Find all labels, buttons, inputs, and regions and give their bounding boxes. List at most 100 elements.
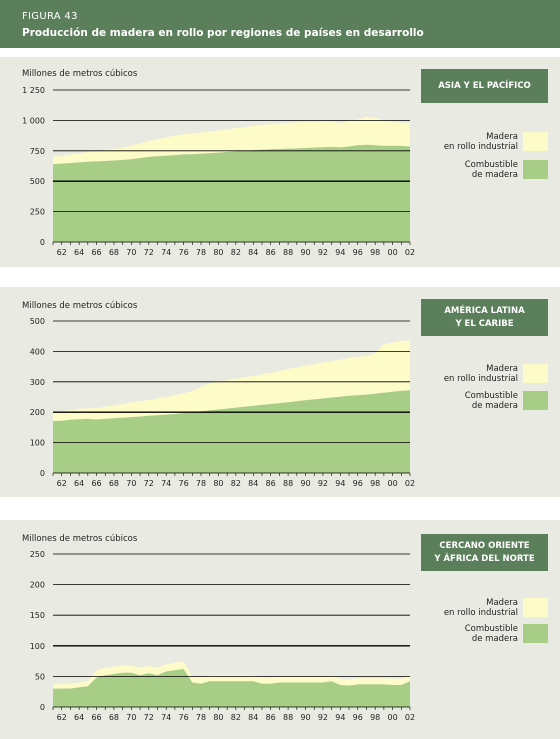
y-tick-label: 200 (30, 408, 45, 417)
chart-panel-asia: Millones de metros cúbicos 0 250 500 750 1 00… (0, 57, 560, 267)
y-tick-label: 150 (30, 611, 45, 620)
x-tick-label: 86 (266, 479, 276, 488)
x-tick-label: 80 (213, 479, 223, 488)
region-label-near-east: CERCANO ORIENTE Y ÁFRICA DEL NORTE (421, 534, 548, 571)
x-tick-label: 90 (300, 479, 310, 488)
x-tick-label: 02 (405, 248, 415, 257)
y-tick-label: 500 (30, 177, 45, 186)
legend-swatch-industrial (523, 364, 548, 383)
x-tick-label: 84 (248, 479, 258, 488)
x-tick-label: 70 (126, 248, 136, 257)
y-tick-label: 400 (30, 347, 45, 356)
x-tick-label: 94 (335, 479, 345, 488)
y-tick-label: 1 250 (22, 86, 45, 95)
x-tick-label: 90 (300, 248, 310, 257)
series-area-industrial (53, 340, 410, 422)
y-tick-label: 200 (30, 581, 45, 590)
x-tick-label: 64 (74, 713, 84, 722)
figure-header: FIGURA 43 Producción de madera en rollo … (0, 0, 560, 48)
x-tick-label: 78 (196, 248, 206, 257)
y-tick-label: 0 (40, 703, 45, 712)
y-tick-label: 1 000 (22, 116, 45, 125)
x-tick-label: 98 (370, 248, 380, 257)
x-tick-label: 76 (179, 479, 189, 488)
y-tick-label: 300 (30, 378, 45, 387)
x-tick-label: 94 (335, 713, 345, 722)
figure-label: FIGURA 43 (22, 11, 78, 22)
x-tick-label: 64 (74, 248, 84, 257)
x-tick-label: 02 (405, 713, 415, 722)
x-tick-label: 68 (109, 248, 119, 257)
x-tick-label: 98 (370, 713, 380, 722)
x-tick-label: 00 (387, 713, 397, 722)
region-label-latin-america: AMÉRICA LATINA Y EL CARIBE (421, 299, 548, 336)
x-tick-label: 82 (231, 248, 241, 257)
chart-near-east: Millones de metros cúbicos 0 50 100 150 200 25… (22, 534, 415, 722)
x-tick-label: 70 (126, 713, 136, 722)
x-tick-label: 80 (213, 248, 223, 257)
x-tick-label: 82 (231, 713, 241, 722)
x-tick-label: 98 (370, 479, 380, 488)
series-area-industrial (53, 661, 410, 689)
chart-panel-near-east: Millones de metros cúbicos 0 50 100 150 200 25… (0, 520, 560, 739)
legend-label-fuel: Combustible de madera (464, 624, 518, 644)
x-tick-label: 96 (353, 479, 363, 488)
y-axis-unit-label: Millones de metros cúbicos (22, 534, 138, 544)
legend-swatch-fuel (523, 624, 548, 643)
x-tick-label: 72 (144, 479, 154, 488)
y-tick-label: 250 (30, 208, 45, 217)
y-tick-label: 500 (30, 317, 45, 326)
y-axis-unit-label: Millones de metros cúbicos (22, 69, 138, 79)
legend-swatch-industrial (523, 598, 548, 617)
x-tick-label: 74 (161, 713, 171, 722)
y-tick-label: 0 (40, 469, 45, 478)
legend-swatch-fuel (523, 391, 548, 410)
x-tick-label: 92 (318, 479, 328, 488)
y-tick-label: 250 (30, 550, 45, 559)
x-tick-label: 80 (213, 713, 223, 722)
x-tick-label: 92 (318, 248, 328, 257)
x-tick-label: 78 (196, 479, 206, 488)
x-tick-label: 62 (57, 713, 67, 722)
legend-label-industrial: Madera en rollo industrial (443, 132, 518, 152)
x-tick-label: 62 (57, 479, 67, 488)
y-tick-label: 750 (30, 147, 45, 156)
x-tick-label: 96 (353, 713, 363, 722)
chart-panel-latin-america: Millones de metros cúbicos 0 100 200 300 400 5… (0, 287, 560, 497)
x-tick-label: 02 (405, 479, 415, 488)
y-tick-label: 100 (30, 642, 45, 651)
x-tick-label: 68 (109, 479, 119, 488)
x-tick-label: 68 (109, 713, 119, 722)
x-tick-label: 84 (248, 248, 258, 257)
legend-label-industrial: Madera en rollo industrial (443, 364, 518, 384)
x-tick-label: 66 (91, 713, 101, 722)
legend-swatch-industrial (523, 132, 548, 151)
legend-label-fuel: Combustible de madera (464, 160, 518, 180)
x-tick-label: 72 (144, 713, 154, 722)
x-tick-label: 76 (179, 248, 189, 257)
x-tick-label: 00 (387, 248, 397, 257)
x-tick-label: 72 (144, 248, 154, 257)
figure-title: Producción de madera en rollo por region… (22, 27, 424, 39)
x-tick-label: 92 (318, 713, 328, 722)
chart-latin-america: Millones de metros cúbicos 0 100 200 300 400 5… (22, 301, 415, 488)
x-tick-label: 90 (300, 713, 310, 722)
x-tick-label: 86 (266, 248, 276, 257)
region-label-asia: ASIA Y EL PACÍFICO (421, 69, 548, 103)
legend-swatch-fuel (523, 160, 548, 179)
series-area-industrial (53, 116, 410, 165)
y-axis-unit-label: Millones de metros cúbicos (22, 301, 138, 311)
legend-label-industrial: Madera en rollo industrial (443, 598, 518, 618)
x-tick-label: 74 (161, 479, 171, 488)
x-tick-label: 74 (161, 248, 171, 257)
y-tick-label: 50 (35, 672, 45, 681)
x-tick-label: 64 (74, 479, 84, 488)
x-tick-label: 66 (91, 479, 101, 488)
y-tick-label: 0 (40, 238, 45, 247)
series-area-fuel (53, 669, 410, 707)
x-tick-label: 70 (126, 479, 136, 488)
x-tick-label: 88 (283, 713, 293, 722)
x-tick-label: 96 (353, 248, 363, 257)
y-tick-label: 100 (30, 439, 45, 448)
x-tick-label: 82 (231, 479, 241, 488)
